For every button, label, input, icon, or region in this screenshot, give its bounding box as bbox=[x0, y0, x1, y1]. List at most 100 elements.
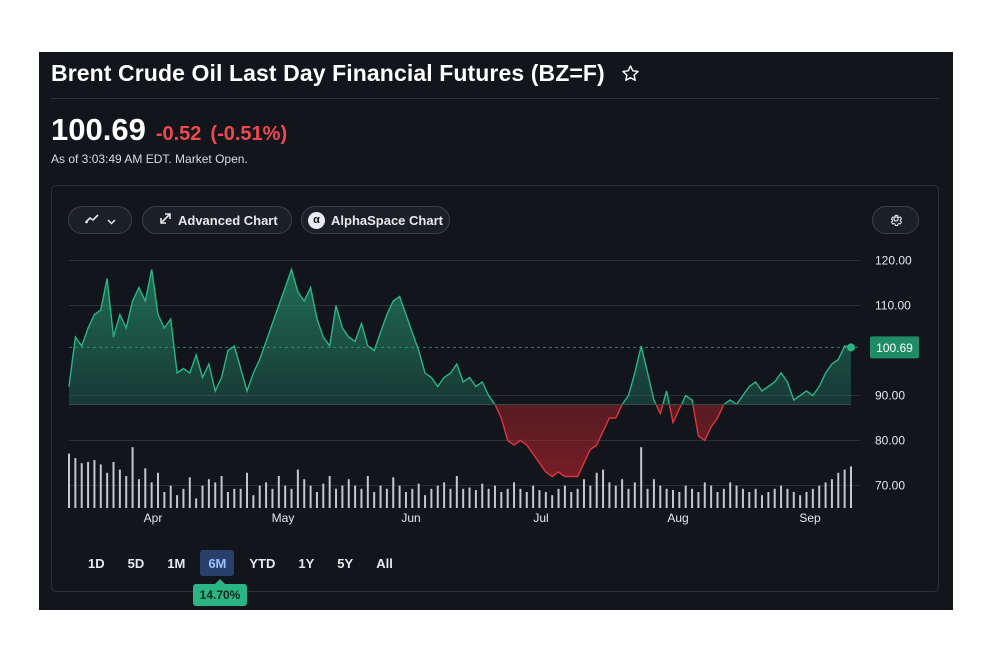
alphaspace-chart-button[interactable]: α AlphaSpace Chart bbox=[301, 206, 450, 234]
volume-bar bbox=[589, 485, 592, 508]
range-performance-badge: 14.70% bbox=[193, 579, 247, 606]
range-button-6m[interactable]: 6M bbox=[200, 550, 235, 576]
volume-bar bbox=[118, 469, 121, 508]
volume-bar bbox=[137, 479, 140, 508]
volume-bar bbox=[754, 488, 757, 508]
volume-bar bbox=[284, 485, 287, 508]
volume-bar bbox=[519, 488, 522, 508]
price-line-down bbox=[494, 404, 738, 478]
chart-type-button[interactable] bbox=[68, 206, 132, 234]
volume-bar bbox=[786, 488, 789, 508]
volume-bar bbox=[563, 485, 566, 508]
volume-bar bbox=[207, 479, 210, 508]
volume-bar bbox=[74, 458, 77, 508]
volume-bar bbox=[850, 466, 852, 508]
volume-bar bbox=[220, 476, 223, 508]
volume-bar bbox=[424, 495, 427, 508]
range-button-5d[interactable]: 5D bbox=[127, 555, 145, 571]
volume-bar bbox=[131, 447, 134, 508]
volume-bar bbox=[373, 492, 376, 508]
advanced-chart-button[interactable]: Advanced Chart bbox=[142, 206, 292, 234]
last-price-label: 100.69 bbox=[876, 341, 913, 355]
gain-area bbox=[69, 269, 851, 405]
star-icon[interactable] bbox=[621, 63, 641, 83]
volume-bar bbox=[792, 492, 795, 508]
volume-bar bbox=[780, 485, 783, 508]
volume-bar bbox=[614, 485, 617, 508]
chart-card: Advanced Chart α AlphaSpace Chart bbox=[51, 185, 939, 606]
y-tick-label: 110.00 bbox=[875, 299, 911, 313]
range-button-1m[interactable]: 1M bbox=[167, 555, 186, 571]
volume-bar bbox=[824, 482, 827, 508]
volume-bar bbox=[347, 479, 350, 508]
volume-bar bbox=[716, 492, 719, 508]
volume-bar bbox=[68, 453, 70, 508]
y-tick-label: 120.00 bbox=[875, 254, 912, 268]
volume-bar bbox=[277, 476, 280, 508]
volume-bar bbox=[169, 485, 172, 508]
volume-bar bbox=[106, 472, 109, 508]
volume-bar bbox=[760, 495, 763, 508]
volume-bar bbox=[513, 482, 516, 508]
x-tick-label: Apr bbox=[144, 511, 163, 525]
range-button-1y[interactable]: 1Y bbox=[298, 555, 315, 571]
page-title: Brent Crude Oil Last Day Financial Futur… bbox=[51, 59, 605, 86]
volume-bar bbox=[468, 487, 471, 508]
volume-bar bbox=[176, 495, 179, 508]
volume-bar bbox=[188, 477, 191, 508]
volume-bar bbox=[455, 476, 458, 508]
volume-bar bbox=[697, 492, 700, 508]
volume-bar bbox=[201, 485, 204, 508]
current-price: 100.69 bbox=[51, 112, 146, 147]
volume-bar bbox=[214, 482, 217, 508]
volume-bar bbox=[252, 495, 255, 508]
range-button-all[interactable]: All bbox=[376, 555, 393, 571]
volume-bar bbox=[684, 485, 687, 508]
last-price-dot bbox=[847, 343, 855, 352]
volume-bar bbox=[659, 485, 662, 508]
volume-bar bbox=[157, 472, 160, 508]
volume-bar bbox=[392, 477, 395, 508]
volume-bar bbox=[290, 488, 293, 508]
volume-bar bbox=[226, 492, 229, 508]
volume-bar bbox=[487, 488, 490, 508]
volume-bar bbox=[481, 483, 484, 508]
volume-bar bbox=[322, 483, 325, 508]
volume-bar bbox=[500, 492, 503, 508]
volume-bar bbox=[538, 490, 541, 508]
volume-bar bbox=[398, 485, 401, 508]
x-tick-label: Jun bbox=[401, 511, 420, 525]
volume-bar bbox=[335, 488, 338, 508]
volume-bar bbox=[818, 485, 821, 508]
chart-settings-button[interactable] bbox=[872, 206, 919, 234]
volume-bar bbox=[195, 498, 198, 508]
quote-panel: Brent Crude Oil Last Day Financial Futur… bbox=[39, 52, 953, 610]
chevron-down-icon bbox=[106, 213, 116, 228]
volume-bar bbox=[843, 469, 846, 508]
volume-bar bbox=[309, 485, 312, 508]
volume-bar bbox=[595, 472, 598, 508]
range-button-5y[interactable]: 5Y bbox=[337, 555, 354, 571]
volume-bar bbox=[811, 488, 814, 508]
y-tick-label: 90.00 bbox=[875, 389, 905, 403]
volume-bar bbox=[144, 468, 147, 508]
expand-icon bbox=[159, 212, 172, 228]
volume-bar bbox=[449, 488, 452, 508]
price-chart[interactable]: 120.00 110.00 90.00 80.00 70.00 100.69 Apr May J… bbox=[52, 186, 938, 531]
volume-bar bbox=[303, 479, 306, 508]
price-row: 100.69 -0.52 (-0.51%) bbox=[51, 112, 287, 148]
volume-bar bbox=[506, 488, 509, 508]
volume-bar bbox=[360, 488, 363, 508]
gear-icon bbox=[889, 212, 903, 229]
range-button-1d[interactable]: 1D bbox=[88, 555, 105, 571]
advanced-chart-label: Advanced Chart bbox=[178, 212, 278, 228]
volume-bar bbox=[87, 461, 90, 508]
volume-bar bbox=[233, 488, 236, 508]
volume-bar bbox=[417, 483, 420, 508]
volume-bar bbox=[608, 482, 611, 508]
volume-bar bbox=[602, 469, 605, 508]
volume-bar bbox=[582, 479, 585, 508]
x-tick-label: Jul bbox=[533, 511, 548, 525]
range-button-ytd[interactable]: YTD bbox=[249, 555, 276, 571]
volume-bar bbox=[570, 492, 573, 508]
